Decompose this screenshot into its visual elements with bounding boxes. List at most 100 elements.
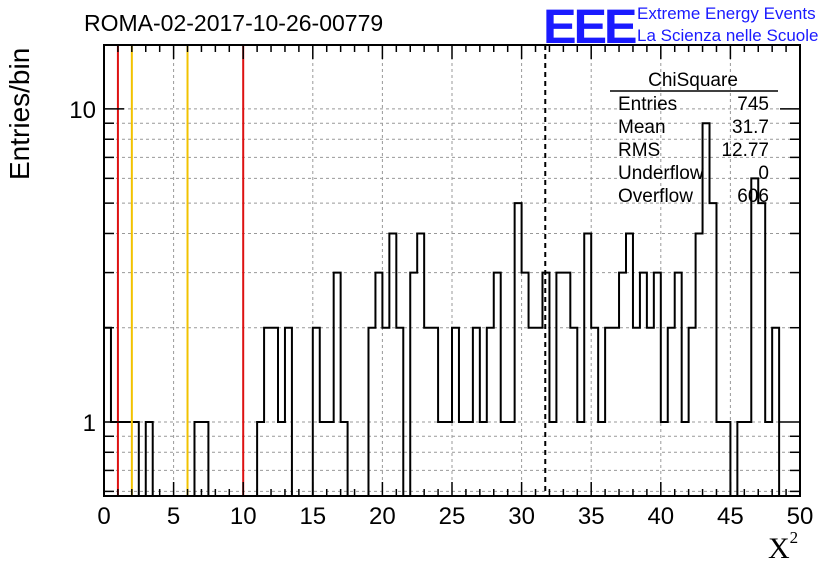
stats-label-entries: Entries	[618, 94, 677, 115]
histogram-bin	[410, 273, 417, 496]
eee-logo: EEE	[543, 1, 638, 54]
histogram-bin	[417, 233, 424, 496]
histogram-bin	[647, 328, 654, 496]
stats-label-mean: Mean	[618, 117, 666, 138]
histogram-bin	[591, 328, 598, 496]
histogram-bin	[271, 328, 278, 496]
y-axis-label: Entries/bin	[4, 47, 35, 180]
histogram-bin	[201, 422, 208, 496]
histogram-bin	[675, 273, 682, 496]
histogram-bin	[452, 328, 459, 496]
stats-label-rms: RMS	[618, 140, 660, 161]
histogram-bin	[598, 422, 605, 496]
histogram-bin	[703, 123, 710, 496]
histogram-bin	[556, 273, 563, 496]
histogram-bin	[382, 328, 389, 496]
histogram-bin	[111, 422, 118, 496]
histogram-bin	[529, 328, 536, 496]
x-tick-label: 35	[578, 503, 605, 530]
histogram-bin	[125, 422, 132, 496]
histogram-bin	[313, 328, 320, 496]
histogram-bin	[536, 328, 543, 496]
histogram-bin	[473, 328, 480, 496]
histogram-bin	[710, 203, 717, 496]
histogram-bin	[640, 273, 647, 496]
histogram-bin	[584, 233, 591, 496]
stats-label-overflow: Overflow	[618, 186, 693, 207]
y-tick-label: 1	[83, 410, 96, 437]
histogram-bin	[396, 328, 403, 496]
histogram-bin	[118, 422, 125, 496]
histogram-bin	[327, 422, 334, 496]
stats-value-rms: 12.77	[721, 140, 769, 161]
logo-subtitle-line1: Extreme Energy Events	[637, 4, 816, 23]
histogram-bin	[549, 422, 556, 496]
histogram-bin	[278, 422, 285, 496]
histogram-bin	[487, 328, 494, 496]
histogram-bin	[716, 422, 723, 496]
histogram-bin	[626, 233, 633, 496]
histogram-bin	[772, 328, 779, 496]
histogram-bin	[438, 422, 445, 496]
histogram-bin	[508, 422, 515, 496]
histogram-bin	[577, 422, 584, 496]
histogram-bin	[368, 328, 375, 496]
histogram-bin	[480, 422, 487, 496]
histogram-bin	[563, 273, 570, 496]
histogram-bin	[605, 328, 612, 496]
stats-value-overflow: 606	[737, 186, 769, 207]
histogram-bin	[431, 328, 438, 496]
x-axis-label-exponent: 2	[789, 528, 799, 547]
stats-value-entries: 745	[737, 94, 769, 115]
histogram-bin	[654, 273, 661, 496]
histogram-bin	[751, 178, 758, 496]
histogram-bin	[285, 328, 292, 496]
histogram-bin	[459, 422, 466, 496]
x-tick-label: 40	[647, 503, 674, 530]
histogram-bin	[146, 422, 153, 496]
logo-subtitle-line2: La Scienza nelle Scuole	[637, 26, 819, 45]
histogram-bin	[334, 273, 341, 496]
histogram-bin	[682, 422, 689, 496]
x-tick-label: 10	[230, 503, 257, 530]
histogram-bin	[341, 422, 348, 496]
histogram-bin	[765, 422, 772, 496]
histogram-bin	[375, 273, 382, 496]
histogram-bin	[466, 422, 473, 496]
histogram-bin	[264, 328, 271, 496]
x-tick-label: 15	[299, 503, 326, 530]
histogram-bin	[194, 422, 201, 496]
histogram-bin	[515, 203, 522, 496]
histogram-bin	[445, 422, 452, 496]
histogram-bin	[696, 233, 703, 496]
histogram-bin	[723, 422, 730, 496]
x-tick-label: 0	[97, 503, 110, 530]
x-tick-label: 5	[167, 503, 180, 530]
x-tick-label: 30	[508, 503, 535, 530]
x-axis-label-base: X	[768, 532, 790, 565]
x-tick-label: 20	[369, 503, 396, 530]
histogram-bin	[424, 328, 431, 496]
histogram-bin	[570, 328, 577, 496]
histogram-bin	[737, 422, 744, 496]
stats-label-underflow: Underflow	[618, 163, 704, 184]
histogram-bin	[744, 422, 751, 496]
stats-value-mean: 31.7	[732, 117, 769, 138]
histogram-bin	[501, 422, 508, 496]
x-tick-label: 25	[439, 503, 466, 530]
histogram-bin	[758, 203, 765, 496]
histogram-bin	[522, 273, 529, 496]
histogram-bin	[494, 273, 501, 496]
histogram-bin	[661, 422, 668, 496]
x-tick-label: 45	[717, 503, 744, 530]
histogram-bin	[132, 422, 139, 496]
histogram-bin	[257, 422, 264, 496]
histogram-bin	[320, 422, 327, 496]
histogram-bin	[689, 328, 696, 496]
stats-box-title: ChiSquare	[648, 70, 738, 91]
stats-value-underflow: 0	[758, 163, 769, 184]
x-tick-label: 50	[787, 503, 814, 530]
histogram-bin	[633, 328, 640, 496]
